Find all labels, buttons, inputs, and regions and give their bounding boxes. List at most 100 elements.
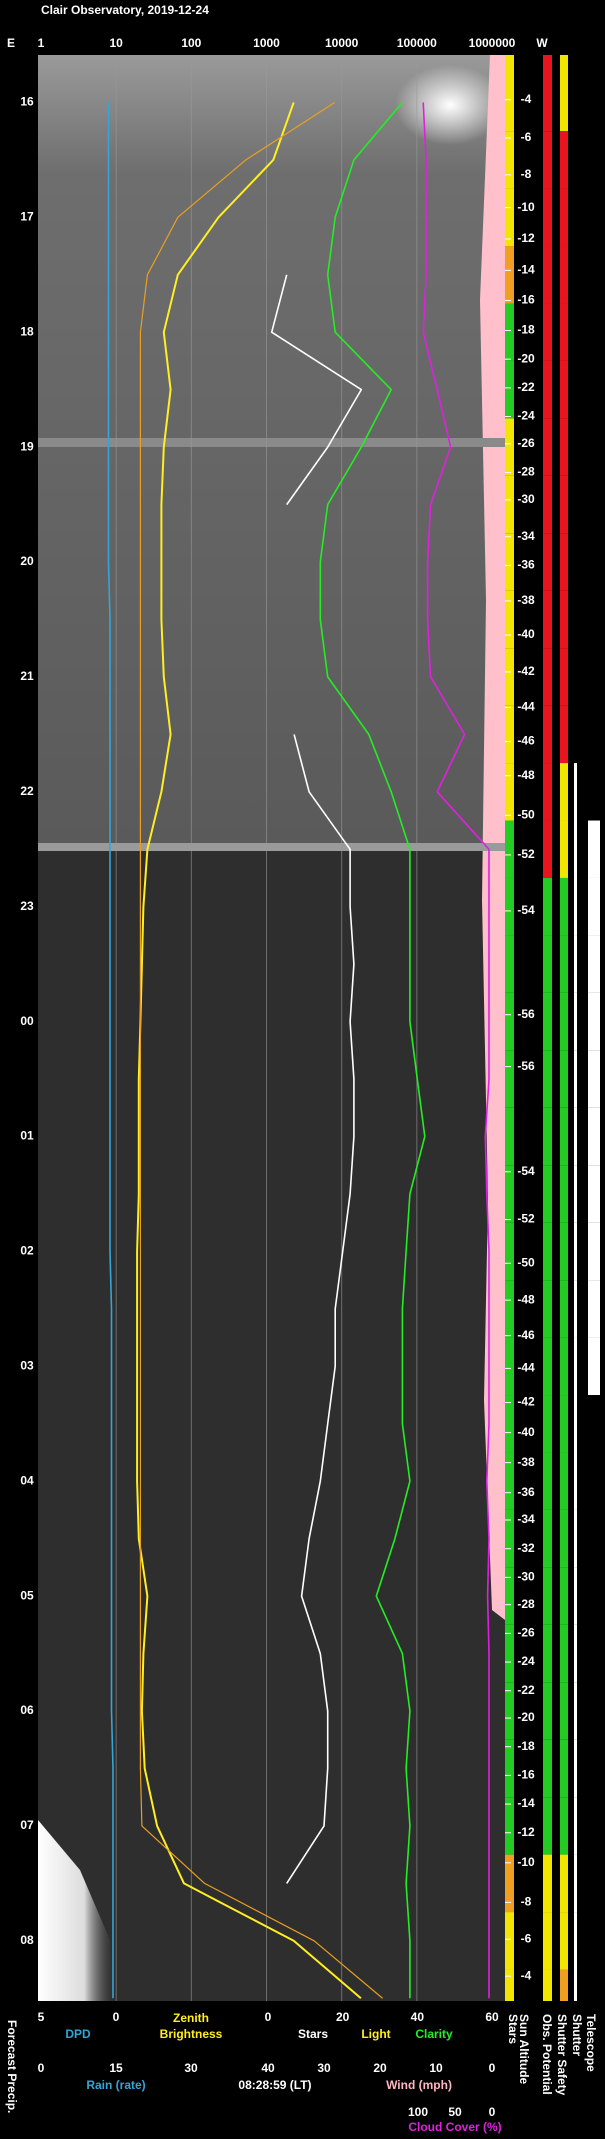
y-tick-label: 18 [20, 324, 34, 338]
column-label: Obs. Potential [540, 2014, 554, 2095]
status-segment [505, 246, 514, 304]
bottom-tick-label: 0 [489, 2105, 496, 2119]
status-segment [588, 1050, 600, 1108]
status-segment [543, 1624, 552, 1683]
status-segment [560, 188, 568, 247]
status-segment [505, 1969, 514, 2001]
status-segment [543, 1050, 552, 1108]
y-tick-label: 22 [20, 784, 34, 798]
sun-altitude-label: -14 [517, 1796, 535, 1810]
status-segment [560, 1395, 568, 1453]
status-segment [574, 935, 577, 993]
bottom-tick-label: 10 [429, 2061, 443, 2075]
status-segment [505, 1567, 514, 1625]
status-segment [574, 1165, 577, 1223]
sun-altitude-label: -54 [517, 1164, 535, 1178]
status-segment [560, 1682, 568, 1740]
y-tick-label: 03 [20, 1358, 34, 1372]
status-segment [543, 1165, 552, 1223]
sun-altitude-label: -16 [517, 293, 535, 307]
status-segment [505, 1280, 514, 1338]
status-segment [560, 877, 568, 936]
status-segment [543, 820, 552, 878]
bottom-tick-label: 20 [373, 2061, 387, 2075]
bottom-tick-label: 30 [184, 2061, 198, 2075]
status-segment [574, 1452, 577, 1510]
status-segment [505, 935, 514, 993]
sun-altitude-label: -4 [521, 92, 532, 106]
sun-altitude-label: -56 [517, 1007, 535, 1021]
status-segment [560, 1280, 568, 1338]
y-tick-label: 20 [20, 554, 34, 568]
status-segment [505, 1912, 514, 1970]
status-segment [505, 1222, 514, 1281]
series-line [270, 274, 363, 506]
status-segment [505, 533, 514, 591]
sun-altitude-label: -18 [517, 323, 535, 337]
status-segment [574, 1567, 577, 1625]
status-segment [560, 1107, 568, 1166]
status-segment [588, 1107, 600, 1166]
status-segment [560, 1797, 568, 1855]
status-segment [505, 648, 514, 706]
sun-altitude-label: -46 [517, 734, 535, 748]
status-segment [543, 1280, 552, 1338]
sun-altitude-label: -6 [521, 130, 532, 144]
bottom-tick-label: 100 [408, 2105, 428, 2119]
forecast-label: Forecast Precip. [5, 2020, 19, 2113]
sun-altitude-label: -24 [517, 409, 535, 423]
status-segment [543, 590, 552, 649]
sun-altitude-label: -10 [517, 200, 535, 214]
status-segment [543, 1107, 552, 1166]
legend-label: Stars [298, 2027, 328, 2041]
status-segment [560, 246, 568, 304]
status-segment [574, 992, 577, 1051]
series-line [107, 102, 114, 1999]
status-segment [543, 1567, 552, 1625]
column-label: Sun Altitude [517, 2014, 531, 2085]
status-segment [505, 763, 514, 821]
legend-label: Zenith Brightness [159, 2011, 223, 2041]
axis-label: Rain (rate) [86, 2078, 145, 2092]
status-segment [560, 935, 568, 993]
status-segment [560, 648, 568, 706]
status-segment [574, 1395, 577, 1453]
series-line [136, 102, 362, 2000]
y-tick-label: 17 [20, 209, 34, 223]
y-tick-label: 02 [20, 1244, 34, 1258]
status-segment [560, 533, 568, 591]
status-segment [560, 303, 568, 361]
sun-altitude-label: -18 [517, 1739, 535, 1753]
status-segment [543, 533, 552, 591]
sun-altitude-label: -30 [517, 492, 535, 506]
sun-altitude-label: -12 [517, 231, 535, 245]
status-segment [574, 1854, 577, 1913]
status-segment [505, 1337, 514, 1396]
status-segment [543, 705, 552, 764]
series-line [319, 101, 426, 1999]
status-segment [505, 303, 514, 361]
status-segment [574, 1337, 577, 1396]
status-segment [560, 1624, 568, 1683]
sun-altitude-label: -22 [517, 1683, 535, 1697]
status-segment [543, 1509, 552, 1568]
bottom-tick-label: 0 [113, 2010, 120, 2024]
status-segment [505, 1854, 514, 1913]
status-segment [560, 1854, 568, 1913]
sun-altitude-label: -8 [521, 167, 532, 181]
sun-altitude-label: -14 [517, 263, 535, 277]
sun-altitude-label: -40 [517, 627, 535, 641]
sun-altitude-label: -46 [517, 1328, 535, 1342]
sun-altitude-label: -28 [517, 465, 535, 479]
bottom-tick-label: 40 [411, 2010, 425, 2024]
status-segment [505, 418, 514, 476]
status-segment [505, 590, 514, 649]
fog [38, 1820, 115, 2001]
status-segment [560, 1912, 568, 1970]
status-segment [543, 1452, 552, 1510]
x-tick-label: 100000 [397, 36, 437, 50]
sun-altitude-label: -48 [517, 1292, 535, 1306]
sun-altitude-label: -6 [521, 1931, 532, 1945]
status-segment [505, 1452, 514, 1510]
